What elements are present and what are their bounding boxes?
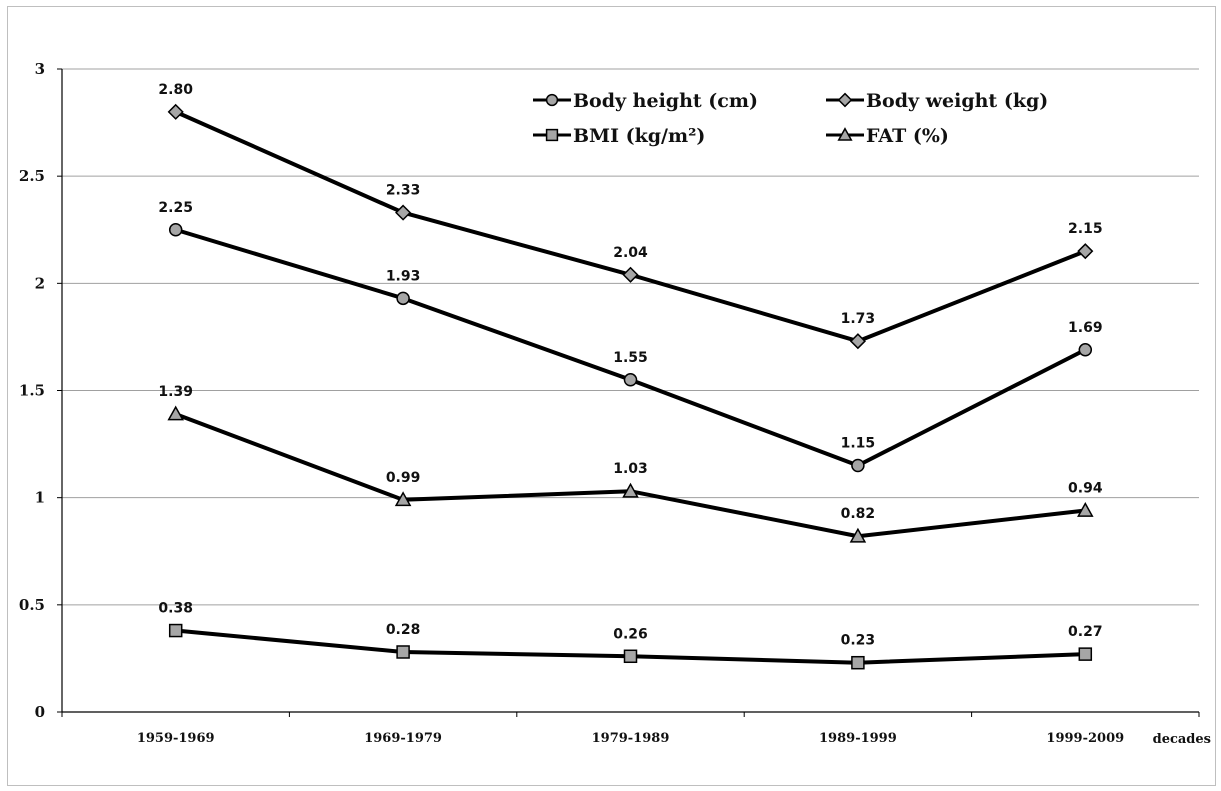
data-label-square: 0.28 — [386, 622, 421, 638]
data-point-triangle — [167, 405, 184, 421]
legend-marker-triangle — [837, 127, 853, 141]
data-label-triangle: 1.03 — [613, 461, 648, 477]
data-point-square — [851, 655, 865, 670]
x-tick-label: 1979-1989 — [592, 731, 670, 746]
legend-marker-square — [545, 128, 559, 142]
x-tick-label: 1959-1969 — [137, 731, 215, 746]
legend-marker-diamond — [837, 92, 853, 108]
y-tick-label: 3 — [35, 60, 45, 78]
data-label-circle: 1.15 — [841, 436, 876, 452]
legend-label: FAT (%) — [866, 125, 949, 147]
data-point-triangle — [394, 491, 412, 507]
data-label-triangle: 0.94 — [1068, 481, 1103, 497]
x-tick-label: 1989-1999 — [819, 731, 897, 746]
data-label-triangle: 0.99 — [386, 470, 421, 486]
data-label-square: 0.26 — [613, 626, 648, 642]
data-label-circle: 1.55 — [613, 350, 648, 366]
y-tick-label: 2 — [35, 274, 45, 292]
x-tick-label: 1999-2009 — [1046, 731, 1124, 746]
data-point-square — [623, 649, 638, 664]
legend-marker-circle — [545, 93, 559, 107]
data-label-diamond: 2.15 — [1068, 221, 1103, 237]
data-label-diamond: 1.73 — [841, 311, 876, 327]
y-tick-label: 1 — [35, 489, 45, 507]
data-label-square: 0.38 — [158, 601, 193, 617]
data-point-diamond — [1077, 243, 1094, 260]
data-point-triangle — [622, 482, 639, 498]
data-label-circle: 1.69 — [1068, 320, 1103, 336]
data-label-triangle: 0.82 — [841, 506, 876, 522]
data-label-diamond: 2.33 — [386, 183, 421, 199]
data-point-diamond — [395, 204, 412, 221]
data-point-diamond — [622, 266, 639, 283]
data-label-square: 0.27 — [1068, 624, 1103, 640]
data-point-square — [1078, 647, 1093, 661]
data-point-circle — [851, 458, 865, 473]
legend-label: Body weight (kg) — [866, 90, 1048, 112]
y-tick-label: 0 — [35, 703, 45, 721]
data-label-circle: 1.93 — [386, 268, 421, 284]
data-label-circle: 2.25 — [158, 200, 193, 216]
data-label-triangle: 1.39 — [158, 384, 193, 400]
data-point-circle — [623, 373, 638, 387]
legend-label: BMI (kg/m²) — [573, 125, 705, 147]
x-axis-title: decades — [1153, 732, 1211, 747]
legend-label: Body height (cm) — [573, 90, 758, 112]
data-point-circle — [1078, 343, 1093, 357]
data-point-diamond — [167, 103, 184, 120]
x-tick-label: 1969-1979 — [364, 731, 442, 746]
data-point-diamond — [849, 333, 866, 350]
data-point-circle — [168, 223, 183, 237]
data-point-triangle — [849, 527, 867, 543]
series-line-circle — [175, 227, 1087, 468]
y-tick-label: 0.5 — [19, 596, 45, 614]
y-tick-label: 1.5 — [19, 382, 45, 400]
data-label-diamond: 2.80 — [158, 82, 193, 98]
data-label-diamond: 2.04 — [613, 245, 648, 261]
data-point-square — [168, 623, 183, 638]
y-tick-label: 2.5 — [19, 167, 45, 185]
data-point-circle — [396, 291, 410, 306]
data-point-square — [396, 645, 410, 659]
data-label-square: 0.23 — [841, 633, 876, 649]
data-point-triangle — [1077, 501, 1094, 517]
